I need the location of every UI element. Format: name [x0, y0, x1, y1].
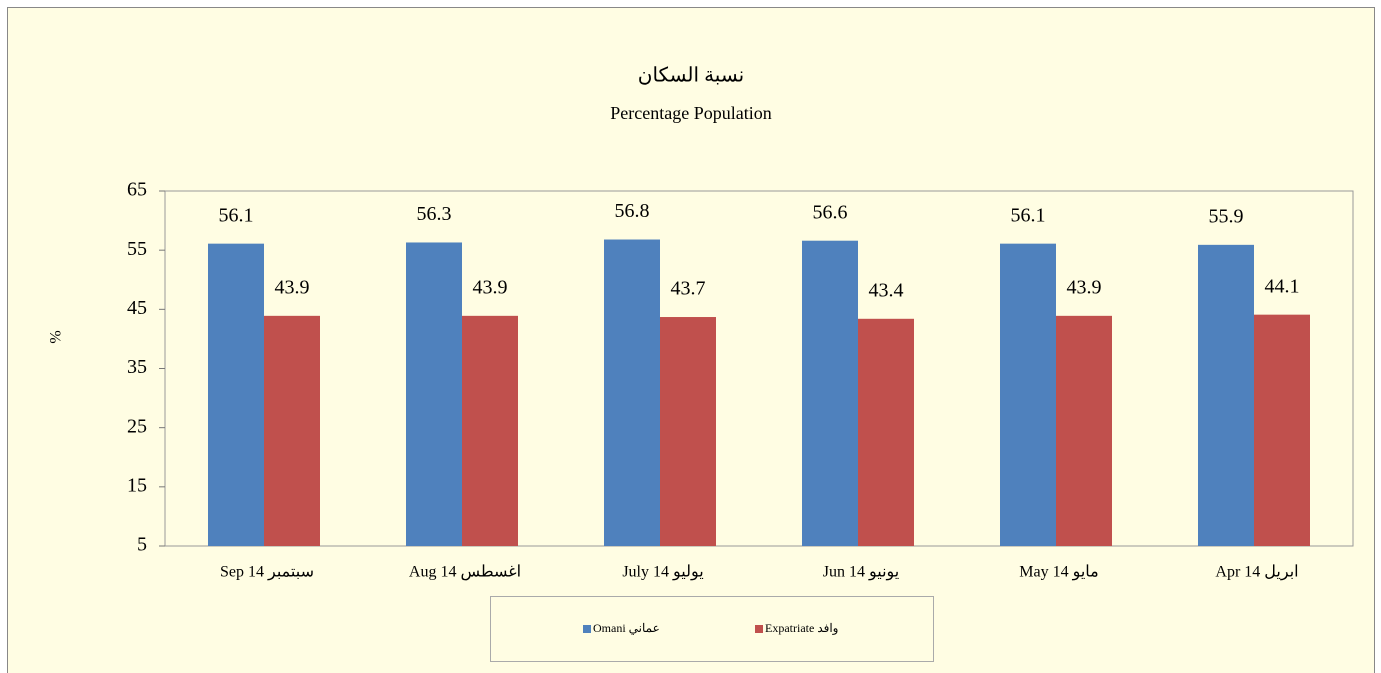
bar — [406, 242, 462, 546]
data-label: 56.6 — [813, 201, 848, 223]
legend-swatch — [583, 625, 591, 633]
x-tick-label: July 14 يوليو — [622, 564, 703, 581]
bar — [1000, 243, 1056, 547]
data-label: 55.9 — [1209, 205, 1244, 227]
bar — [208, 243, 264, 547]
legend-label: Omani عماني — [593, 621, 660, 635]
data-label: 56.3 — [417, 203, 452, 225]
bar — [604, 239, 660, 546]
bar — [1198, 244, 1254, 546]
legend-box — [490, 596, 934, 662]
y-tick-label: 15 — [127, 474, 147, 496]
data-label: 56.8 — [615, 200, 650, 222]
bar — [462, 315, 518, 546]
bar — [858, 318, 914, 546]
y-tick-label: 35 — [127, 356, 147, 378]
y-axis-label: % — [48, 330, 65, 343]
data-label: 43.9 — [275, 276, 310, 298]
x-tick-label: May 14 مايو — [1019, 564, 1099, 581]
bar — [802, 240, 858, 546]
chart-title: نسبة السكان — [638, 65, 744, 87]
chart-subtitle: Percentage Population — [610, 103, 771, 123]
legend-label: Expatriate وافد — [765, 621, 838, 635]
x-tick-label: Jun 14 يونيو — [823, 564, 900, 581]
x-tick-label: Apr 14 ابريل — [1215, 564, 1298, 581]
legend-swatch — [755, 625, 763, 633]
data-label: 56.1 — [219, 204, 254, 226]
bar — [1056, 315, 1112, 546]
bar — [264, 315, 320, 546]
data-label: 43.7 — [671, 278, 706, 300]
data-label: 43.4 — [869, 279, 904, 301]
y-tick-label: 55 — [127, 238, 147, 260]
y-tick-label: 5 — [137, 534, 147, 556]
bar — [1254, 314, 1310, 546]
data-label: 44.1 — [1265, 275, 1300, 297]
data-label: 56.1 — [1011, 204, 1046, 226]
x-tick-label: Aug 14 اغسطس — [409, 564, 521, 581]
data-label: 43.9 — [473, 276, 508, 298]
y-tick-label: 45 — [127, 297, 147, 319]
y-tick-label: 65 — [127, 179, 147, 201]
data-label: 43.9 — [1067, 276, 1102, 298]
x-tick-label: Sep 14 سبتمبر — [220, 564, 314, 581]
bar — [660, 317, 716, 546]
y-tick-label: 25 — [127, 415, 147, 437]
